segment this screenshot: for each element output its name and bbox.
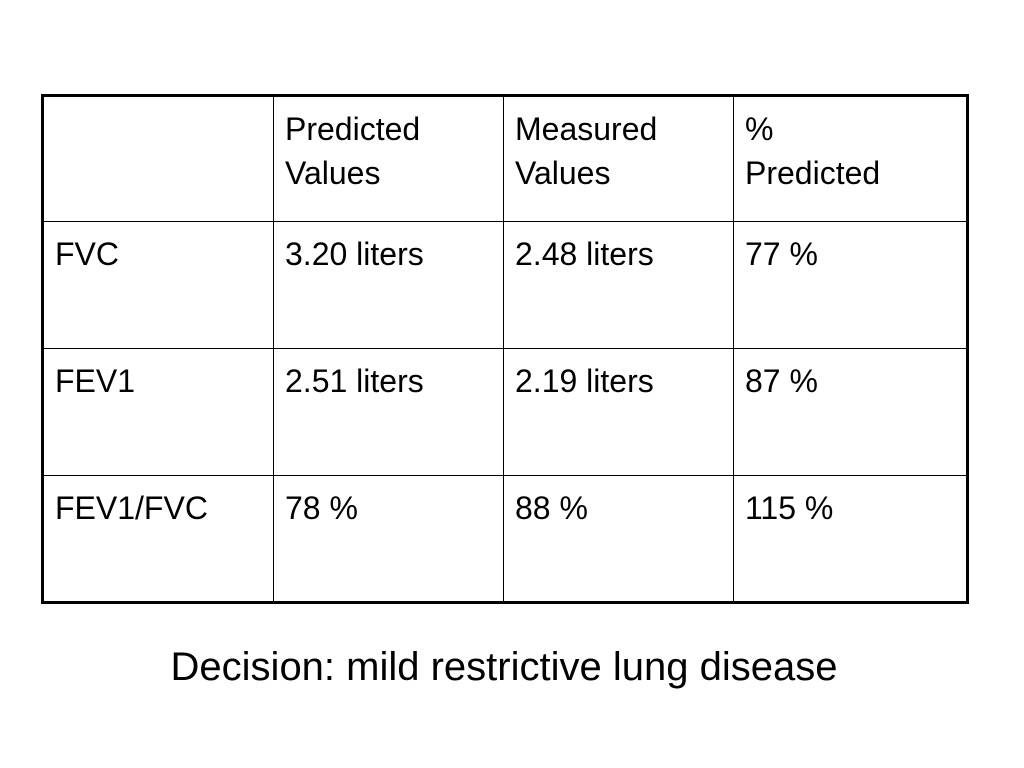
cell-fvc-measured: 2.48 liters	[503, 221, 734, 349]
spirometry-table: Predicted Values Measured Values % Predi…	[41, 94, 969, 604]
table-header-row: Predicted Values Measured Values % Predi…	[42, 95, 968, 222]
cell-fev1-measured: 2.19 liters	[503, 348, 734, 476]
row-label-fev1-fvc: FEV1/FVC	[42, 475, 274, 603]
decision-text: Decision: mild restrictive lung disease	[170, 645, 838, 689]
header-cell-predicted-values: Predicted Values	[273, 95, 504, 222]
row-label-fev1: FEV1	[42, 348, 274, 476]
table-row: FEV1/FVC 78 % 88 % 115 %	[42, 475, 968, 603]
header-cell-empty	[42, 95, 274, 222]
cell-fvc-percent: 77 %	[733, 221, 968, 349]
cell-fev1-predicted: 2.51 liters	[273, 348, 504, 476]
cell-fev1-percent: 87 %	[733, 348, 968, 476]
cell-fev1-fvc-measured: 88 %	[503, 475, 734, 603]
cell-fvc-predicted: 3.20 liters	[273, 221, 504, 349]
cell-fev1-fvc-percent: 115 %	[733, 475, 968, 603]
cell-fev1-fvc-predicted: 78 %	[273, 475, 504, 603]
row-label-fvc: FVC	[42, 221, 274, 349]
table-row: FVC 3.20 liters 2.48 liters 77 %	[42, 221, 968, 349]
header-cell-percent-predicted: % Predicted	[733, 95, 968, 222]
table-row: FEV1 2.51 liters 2.19 liters 87 %	[42, 348, 968, 476]
header-cell-measured-values: Measured Values	[503, 95, 734, 222]
